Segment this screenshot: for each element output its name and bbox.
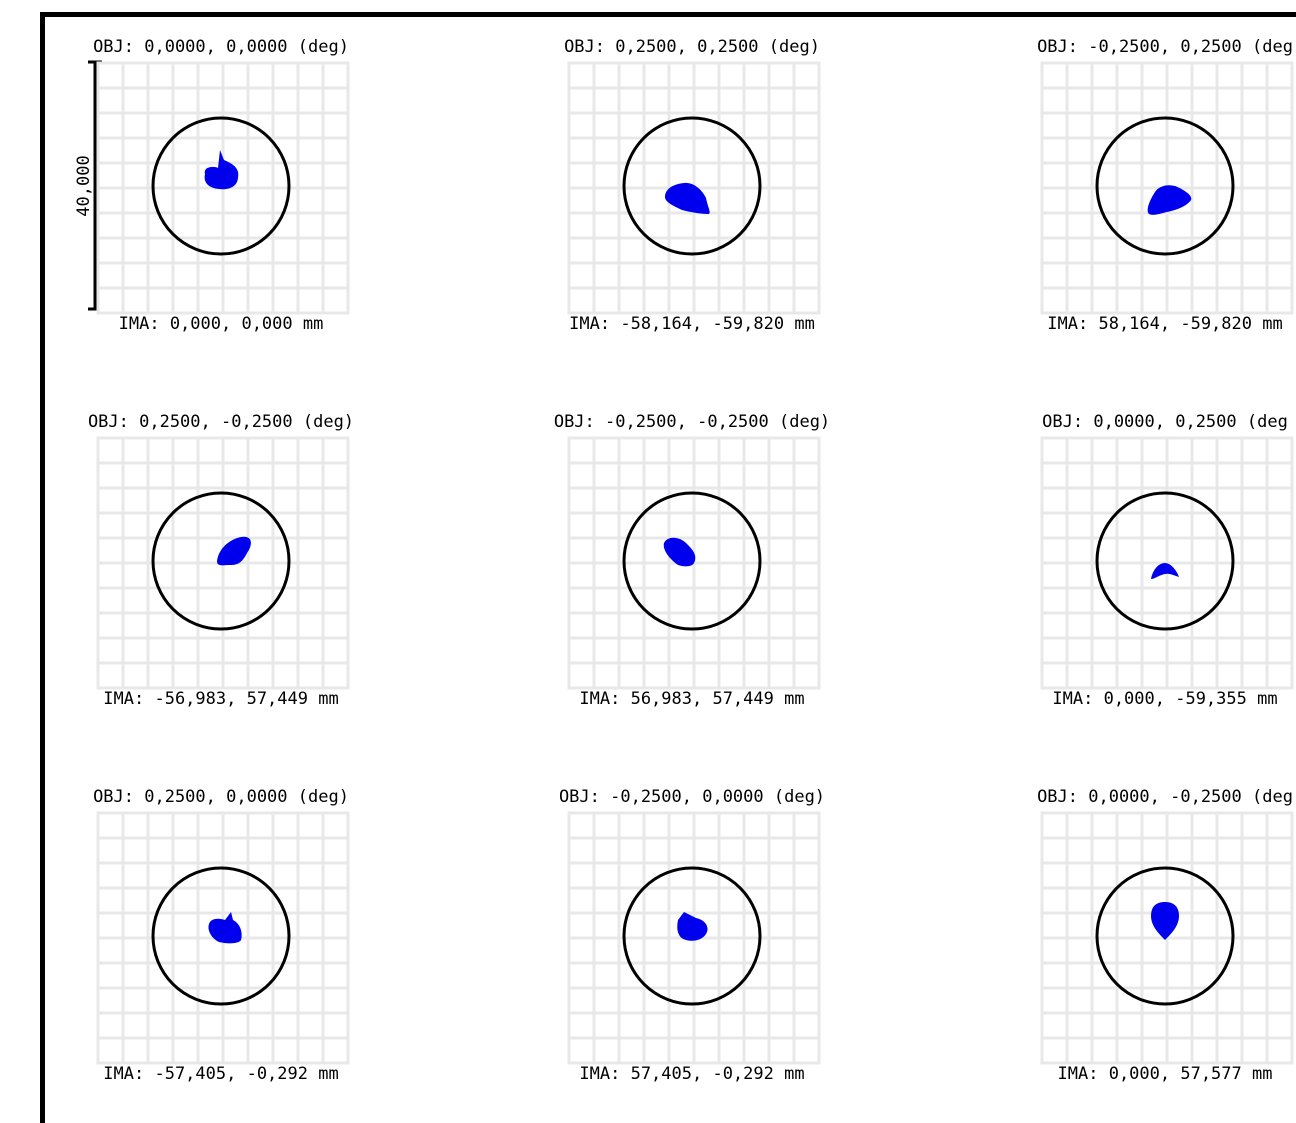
spot-blob (663, 537, 696, 567)
airy-circle (622, 491, 762, 631)
obj-label: OBJ: -0,2500, -0,2500 (deg) (554, 412, 830, 432)
spot-cell: OBJ: 0,2500, 0,2500 (deg) IMA: -58,164, -… (564, 37, 821, 334)
spot-cell: OBJ: -0,2500, 0,2500 (deg IMA: 58,164, -5… (1037, 37, 1294, 334)
obj-label: OBJ: 0,0000, 0,0000 (deg) (93, 37, 349, 57)
airy-circle (151, 116, 291, 256)
spot-cell: OBJ: 0,2500, 0,0000 (deg) IMA: -57,405, -… (93, 787, 350, 1084)
airy-circle (1095, 116, 1235, 256)
spot-blob (204, 150, 239, 190)
airy-circle (151, 866, 291, 1006)
spot-blob (664, 182, 710, 214)
spot-blob (208, 912, 242, 944)
spot-cell: OBJ: -0,2500, -0,2500 (deg) IMA: 56,983, … (554, 412, 830, 709)
spot-cell: OBJ: 0,2500, -0,2500 (deg) IMA: -56,983, … (88, 412, 354, 709)
ima-label: IMA: -58,164, -59,820 mm (569, 314, 815, 334)
spot-cell: OBJ: -0,2500, 0,0000 (deg) IMA: 57,405, -… (559, 787, 825, 1084)
ima-label: IMA: -57,405, -0,292 mm (103, 1064, 338, 1084)
spot-cell: OBJ: 0,0000, 0,0000 (deg) IMA: 0,000, 0,0… (93, 37, 350, 334)
spot-blob (1151, 902, 1179, 940)
spot-cell: OBJ: 0,0000, -0,2500 (deg IMA: 0,000, 57,… (1037, 787, 1294, 1084)
ima-label: IMA: 58,164, -59,820 mm (1047, 314, 1282, 334)
airy-circle (151, 491, 291, 631)
spot-grid (1040, 436, 1294, 690)
scale-bar: 40,000 (74, 60, 102, 311)
scale-bar-label: 40,000 (74, 155, 94, 216)
spot-grid (567, 61, 821, 315)
spot-grid (1040, 811, 1294, 1065)
diagram-frame (40, 12, 1296, 1123)
obj-label: OBJ: 0,0000, -0,2500 (deg (1037, 787, 1293, 807)
airy-circle (1095, 866, 1235, 1006)
obj-label: OBJ: 0,2500, 0,0000 (deg) (93, 787, 349, 807)
ima-label: IMA: 0,000, 0,000 mm (119, 314, 324, 334)
spot-blob (217, 536, 251, 566)
ima-label: IMA: -56,983, 57,449 mm (103, 689, 338, 709)
airy-circle (622, 116, 762, 256)
ima-label: IMA: 56,983, 57,449 mm (579, 689, 804, 709)
spot-blob (1147, 185, 1192, 215)
ima-label: IMA: 0,000, 57,577 mm (1058, 1064, 1273, 1084)
spot-blob (1151, 563, 1179, 579)
spot-blob (677, 912, 708, 941)
obj-label: OBJ: 0,0000, 0,2500 (deg (1042, 412, 1288, 432)
airy-circle (622, 866, 762, 1006)
ima-label: IMA: 57,405, -0,292 mm (579, 1064, 804, 1084)
spot-cell: OBJ: 0,0000, 0,2500 (deg IMA: 0,000, -59,… (1040, 412, 1294, 709)
obj-label: OBJ: 0,2500, -0,2500 (deg) (88, 412, 354, 432)
airy-circle (1095, 491, 1235, 631)
obj-label: OBJ: -0,2500, 0,0000 (deg) (559, 787, 825, 807)
spot-grid (96, 61, 350, 315)
ima-label: IMA: 0,000, -59,355 mm (1052, 689, 1277, 709)
obj-label: OBJ: -0,2500, 0,2500 (deg (1037, 37, 1293, 57)
obj-label: OBJ: 0,2500, 0,2500 (deg) (564, 37, 820, 57)
